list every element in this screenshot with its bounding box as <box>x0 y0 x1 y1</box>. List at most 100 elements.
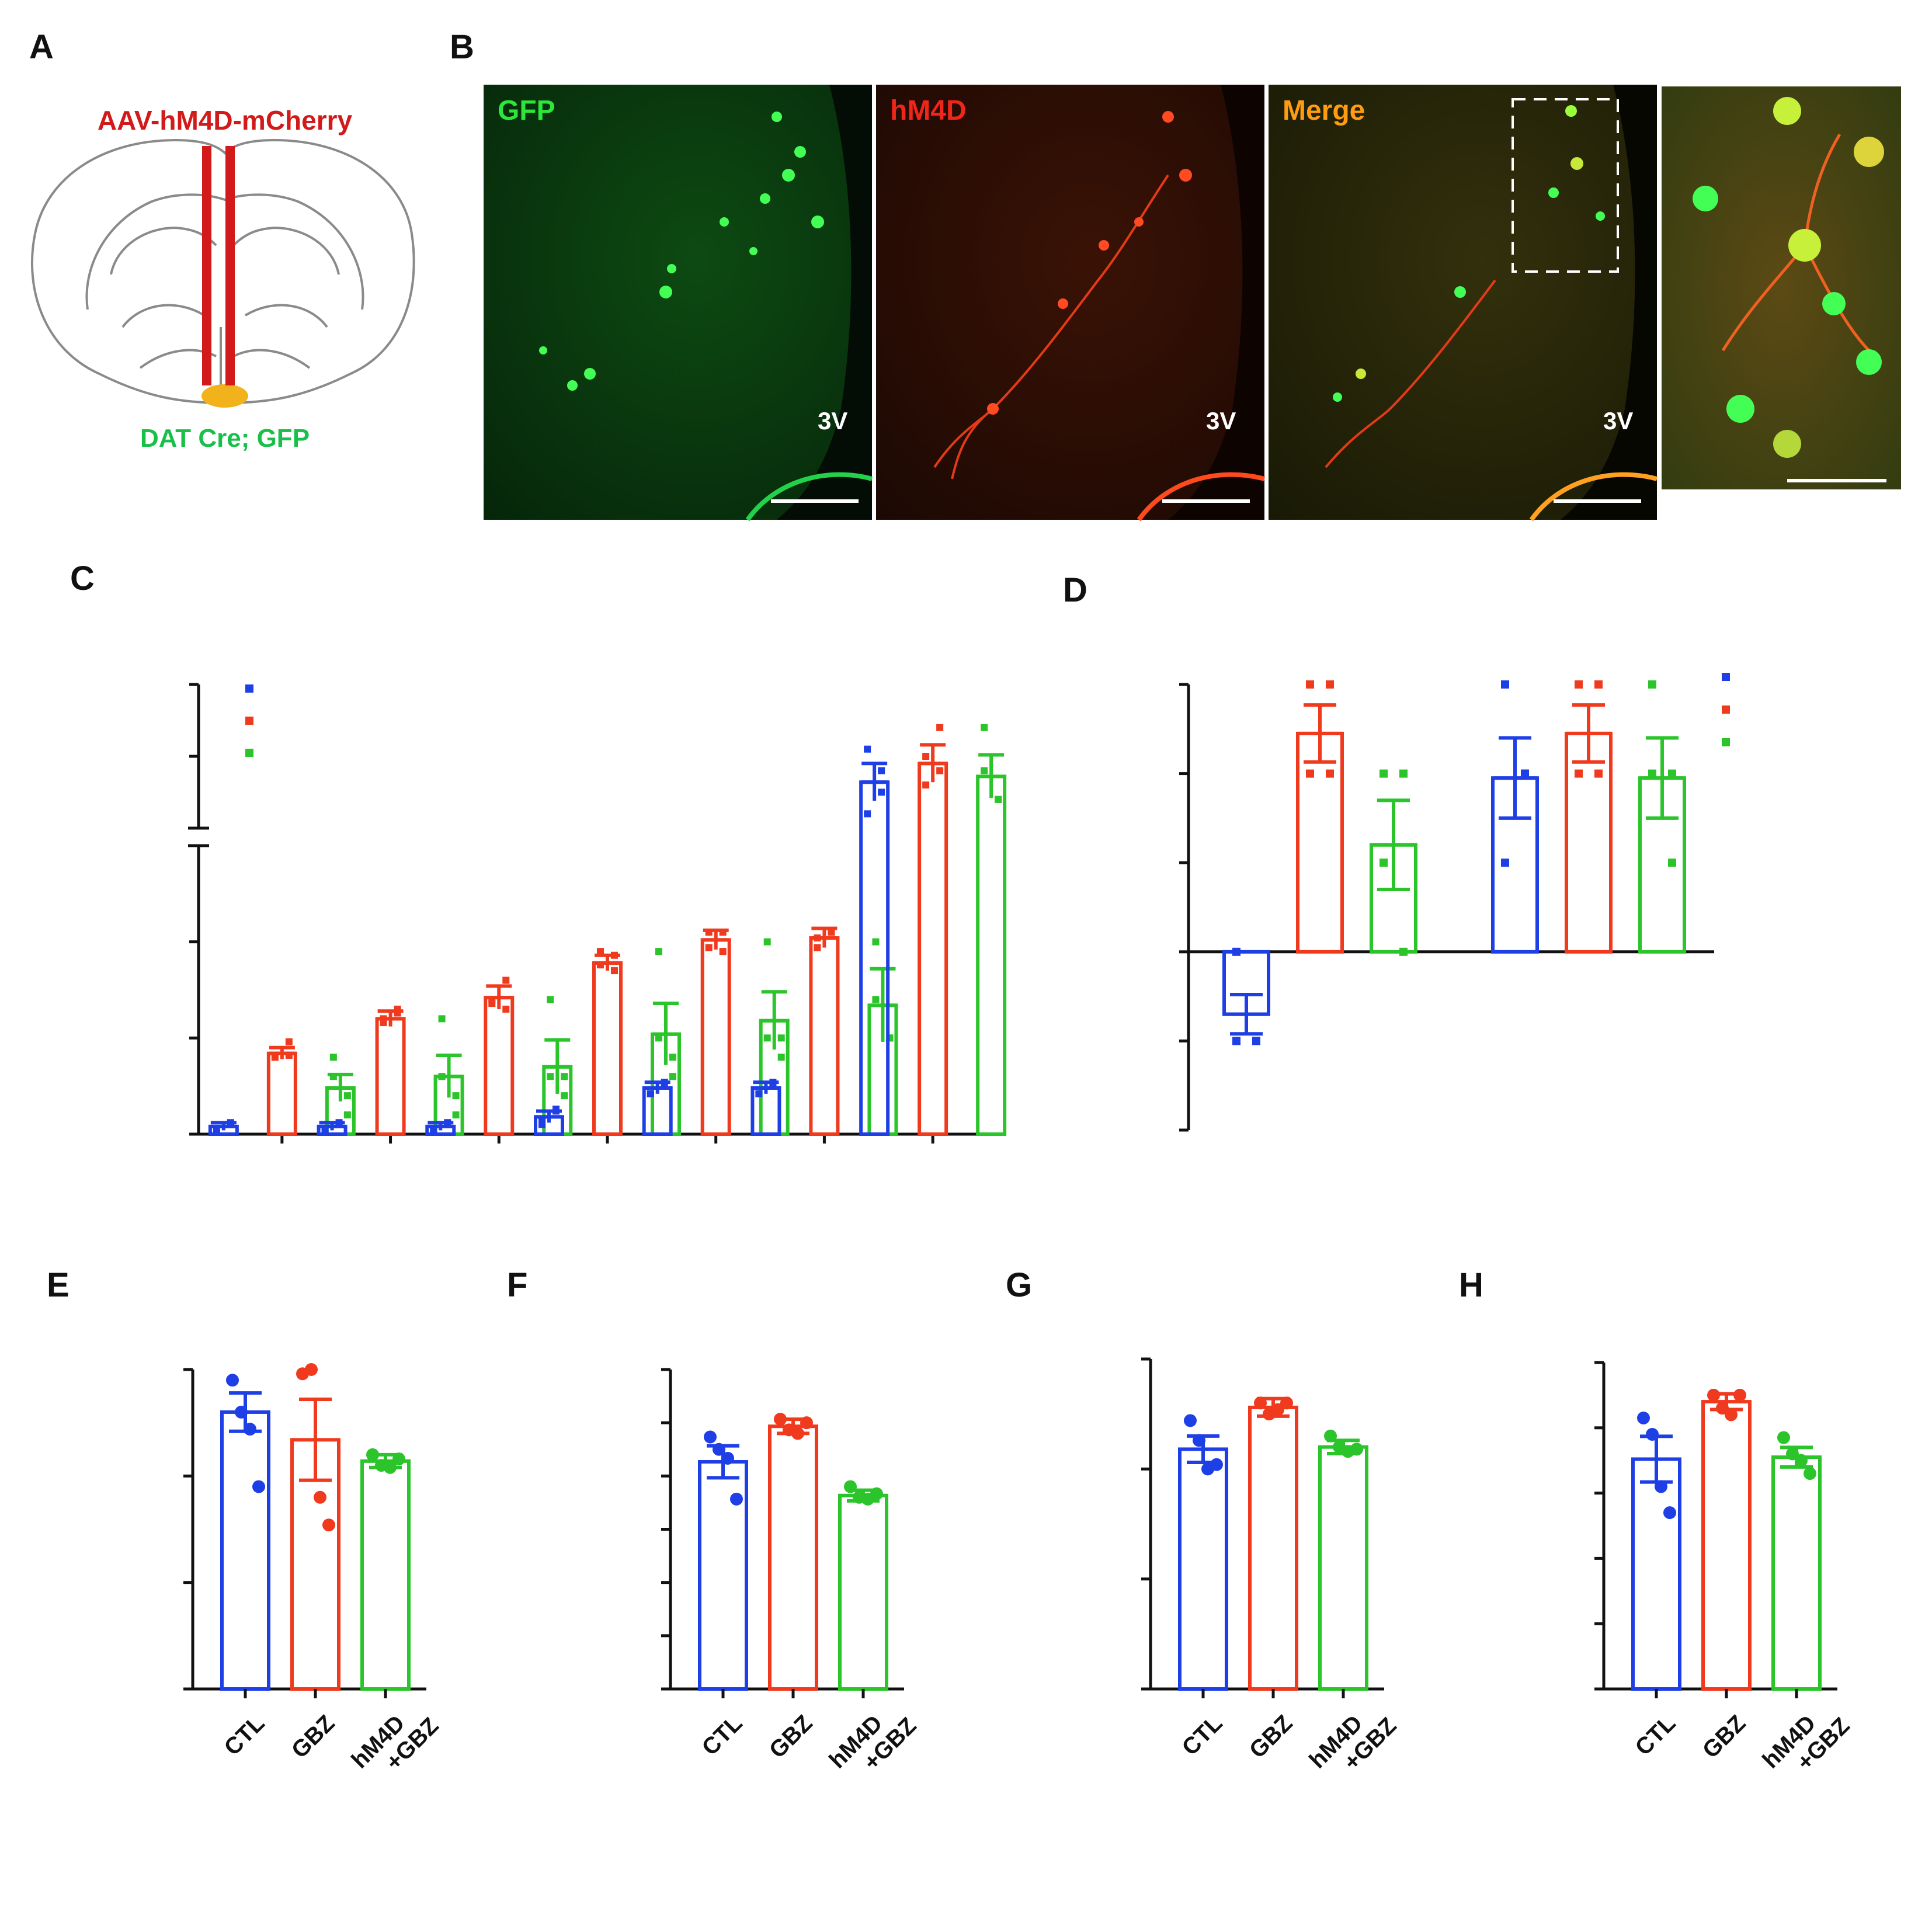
f-point-0 <box>704 1430 717 1444</box>
d-point-hM4D+GBZ <box>1399 947 1408 956</box>
h-point-2 <box>1786 1447 1799 1461</box>
c-point-GBZ <box>611 967 618 975</box>
chart-o2-consumption: CTL GBZ hM4D+GBZ <box>183 1363 444 1775</box>
h-xtick-label-2: hM4D+GBZ <box>1757 1695 1854 1792</box>
c-bar-hM4D+GBZ <box>976 774 1007 1136</box>
chart-rer: CTL GBZ hM4D+GBZ <box>1141 1357 1402 1775</box>
injection-needle-right <box>225 146 235 385</box>
g-point-1 <box>1271 1403 1284 1416</box>
h-xtick-label-0: CTL <box>1630 1710 1680 1760</box>
chart-body-weight <box>1179 673 1730 1132</box>
d-legend-swatch-2 <box>1722 738 1730 746</box>
panel-label-d: D <box>1063 571 1087 609</box>
panel-label-e: E <box>47 1266 70 1304</box>
e-point-0 <box>235 1405 248 1419</box>
c-point-CTL <box>755 1090 763 1097</box>
c-point-GBZ <box>936 767 944 774</box>
f-xtick-label-line: CTL <box>697 1710 747 1760</box>
g-point-0 <box>1193 1434 1205 1447</box>
d-point-hM4D+GBZ <box>1668 769 1676 778</box>
c-point-hM4D+GBZ <box>763 1034 771 1042</box>
g-xtick-label-line: GBZ <box>1245 1710 1298 1763</box>
c-point-CTL <box>335 1119 343 1127</box>
ventricle-label-gfp: 3V <box>818 407 847 435</box>
h-bar-2 <box>1771 1455 1822 1691</box>
h-point-2 <box>1777 1431 1790 1444</box>
c-point-GBZ <box>502 976 510 984</box>
f-xtick-label-0: CTL <box>697 1710 747 1760</box>
panel-label-f: F <box>507 1266 527 1304</box>
h-point-1 <box>1716 1402 1729 1415</box>
injection-needle-left <box>202 146 211 385</box>
g-point-1 <box>1254 1396 1267 1410</box>
f-point-2 <box>870 1487 883 1500</box>
h-point-1 <box>1725 1408 1738 1421</box>
c-point-hM4D+GBZ <box>655 1034 662 1042</box>
panel-label-a: A <box>29 28 54 66</box>
c-point-CTL <box>538 1115 545 1122</box>
f-xtick-label-line: GBZ <box>765 1710 818 1763</box>
c-point-hM4D+GBZ <box>981 724 988 731</box>
c-point-hM4D+GBZ <box>438 1073 446 1080</box>
chart-energy-expenditure: CTL GBZ hM4D+GBZ <box>1594 1361 1855 1792</box>
d-legend-swatch-0 <box>1722 673 1730 681</box>
d-point-hM4D+GBZ <box>1379 859 1388 867</box>
e-point-0 <box>226 1374 239 1387</box>
c-point-hM4D+GBZ <box>547 996 554 1003</box>
d-point-hM4D+GBZ <box>1668 859 1676 867</box>
f-point-0 <box>730 1492 743 1506</box>
c-bar-GBZ <box>266 1051 297 1136</box>
g-point-2 <box>1350 1443 1363 1456</box>
e-xtick-label-line: GBZ <box>287 1710 340 1763</box>
panel-label-h: H <box>1459 1266 1483 1304</box>
c-point-hM4D+GBZ <box>872 996 880 1003</box>
brain-schematic <box>30 138 415 405</box>
d-point-hM4D+GBZ <box>1648 769 1656 778</box>
c-point-GBZ <box>502 1005 510 1013</box>
h-point-0 <box>1655 1480 1667 1493</box>
c-point-CTL <box>444 1119 451 1127</box>
micrograph-gfp: GFP 3V <box>484 85 873 522</box>
d-point-GBZ <box>1306 769 1314 778</box>
c-point-CTL <box>430 1125 437 1132</box>
chart-food-intake <box>188 683 1007 1144</box>
c-bar-CTL <box>859 780 890 1136</box>
c-point-hM4D+GBZ <box>763 938 771 946</box>
c-point-GBZ <box>271 1054 279 1061</box>
c-point-GBZ <box>705 944 713 951</box>
c-point-GBZ <box>705 929 713 936</box>
c-point-GBZ <box>597 961 604 969</box>
c-point-GBZ <box>285 1038 293 1045</box>
c-point-hM4D+GBZ <box>777 1034 785 1042</box>
c-point-CTL <box>864 810 871 818</box>
f-point-0 <box>721 1451 734 1465</box>
g-xtick-label-1: GBZ <box>1245 1710 1298 1763</box>
chart-co2-emission: CTL GBZ hM4D+GBZ <box>661 1368 922 1775</box>
c-point-GBZ <box>814 944 821 951</box>
panel-label-b: B <box>450 28 474 66</box>
c-point-GBZ <box>719 929 727 936</box>
c-bar-GBZ <box>809 936 840 1136</box>
c-bar-GBZ <box>375 1017 406 1136</box>
e-point-2 <box>392 1452 405 1466</box>
c-point-GBZ <box>394 1005 401 1013</box>
merge-channel-label: Merge <box>1283 95 1365 126</box>
h-point-2 <box>1795 1454 1808 1467</box>
c-point-CTL <box>878 788 885 796</box>
g-bar-2 <box>1318 1445 1368 1691</box>
e-point-1 <box>322 1518 335 1532</box>
d-bar-GBZ <box>1296 731 1344 954</box>
c-point-CTL <box>769 1080 777 1088</box>
ventricle-label-hm4d: 3V <box>1206 407 1236 435</box>
e-point-2 <box>384 1461 397 1474</box>
g-point-0 <box>1210 1458 1223 1471</box>
c-point-hM4D+GBZ <box>561 1092 568 1100</box>
c-point-GBZ <box>922 753 930 760</box>
scale-bar-hm4d <box>1162 499 1250 503</box>
c-point-hM4D+GBZ <box>872 938 880 946</box>
c-legend-swatch-1 <box>245 717 253 725</box>
d-point-GBZ <box>1575 680 1583 689</box>
c-point-CTL <box>647 1090 654 1097</box>
f-point-1 <box>791 1427 804 1440</box>
hm4d-channel-label: hM4D <box>890 95 967 126</box>
